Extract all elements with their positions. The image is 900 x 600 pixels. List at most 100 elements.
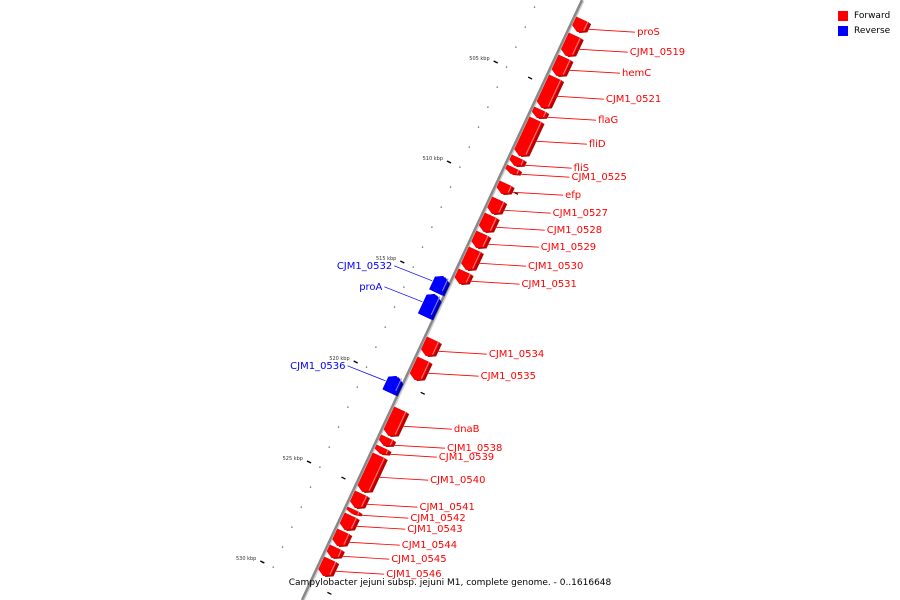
gene-label-leader [587, 28, 636, 33]
gene-arrow[interactable] [551, 54, 572, 77]
gene-label-leader [534, 140, 587, 145]
gene-layer [318, 16, 592, 578]
gene-label-leader [502, 209, 551, 214]
gene-highlight [395, 378, 402, 392]
gene-label[interactable]: flaG [598, 115, 618, 126]
gene-label-leader [436, 350, 487, 355]
gene-highlight [507, 185, 512, 193]
gene-label-leader [469, 280, 520, 285]
gene-label-leader [378, 476, 429, 481]
gene-label[interactable]: CJM1_0538 [447, 443, 502, 454]
gene-label[interactable]: CJM1_0521 [606, 94, 661, 105]
gene-arrow[interactable] [383, 406, 408, 437]
minor-tick [272, 566, 274, 568]
gene-arrow[interactable] [509, 154, 525, 167]
gene-label[interactable]: CJM1_0536 [290, 361, 345, 372]
gene-label[interactable]: CJM1_0546 [386, 569, 441, 580]
minor-tick [300, 506, 302, 508]
gene-highlight [343, 533, 350, 545]
gene-highlight [572, 37, 581, 55]
gene-label-leader [347, 365, 386, 382]
kbp-tick-label: 530 kbp [236, 556, 256, 562]
gene-label[interactable]: CJM1_0531 [522, 279, 577, 290]
gene-label[interactable]: dnaB [454, 424, 480, 435]
gene-label[interactable]: CJM1_0539 [439, 452, 494, 463]
gene-label[interactable]: CJM1_0528 [547, 225, 602, 236]
gene-arrow[interactable] [409, 356, 431, 381]
gene-arrow[interactable] [536, 74, 563, 109]
minor-tick [515, 46, 517, 48]
major-tick-mark [420, 391, 426, 395]
minor-tick [440, 206, 442, 208]
gene-label[interactable]: CJM1_0527 [553, 208, 608, 219]
gene-highlight [432, 341, 439, 355]
gene-arrow[interactable] [346, 506, 361, 516]
gene-label-leader [392, 444, 446, 449]
gene-arrow[interactable] [531, 106, 548, 119]
gene-label[interactable]: fliD [589, 139, 606, 150]
minor-tick [356, 386, 358, 388]
major-tick [260, 560, 265, 564]
gene-arrow[interactable] [374, 444, 390, 455]
gene-label[interactable]: CJM1_0541 [419, 502, 474, 513]
gene-label[interactable]: proA [359, 282, 382, 293]
gene-label[interactable]: efp [565, 190, 581, 201]
kbp-tick-label: 510 kbp [423, 156, 443, 162]
gene-label-leader [577, 48, 628, 53]
gene-label[interactable]: CJM1_0530 [528, 261, 583, 272]
forward-swatch [838, 10, 848, 21]
gene-label[interactable]: hemC [622, 68, 651, 79]
minor-tick [459, 166, 461, 168]
gene-arrow[interactable] [560, 32, 582, 57]
gene-label-leader [486, 243, 539, 248]
gene-label[interactable]: CJM1_0519 [630, 47, 685, 58]
gene-label[interactable]: CJM1_0535 [481, 371, 536, 382]
minor-tick [496, 86, 498, 88]
gene-label[interactable]: CJM1_0544 [402, 540, 457, 551]
gene-label[interactable]: CJM1_0532 [337, 261, 392, 272]
gene-highlight [472, 251, 481, 269]
gene-highlight [482, 235, 489, 247]
gene-highlight [430, 296, 441, 316]
tick-layer: 505 kbp 510 kbp 515 kbp 520 kbp 525 kbp 530 k… [236, 6, 536, 595]
gene-label[interactable]: fliS [574, 163, 589, 174]
gene-arrow[interactable] [378, 434, 395, 447]
legend-item-reverse: Reverse [838, 23, 890, 38]
gene-label[interactable]: CJM1_0534 [489, 349, 544, 360]
gene-highlight [525, 121, 542, 155]
gene-highlight [368, 457, 385, 491]
gene-label-leader [426, 372, 479, 377]
gene-arrow[interactable] [357, 452, 386, 493]
kbp-tick-label: 525 kbp [283, 456, 303, 462]
minor-tick [403, 286, 405, 288]
gene-arrow[interactable] [478, 212, 498, 233]
gene-arrow[interactable] [318, 556, 338, 577]
gene-arrow[interactable] [420, 336, 441, 357]
minor-tick [281, 546, 284, 548]
gene-label[interactable]: CJM1_0540 [430, 475, 485, 486]
minor-tick [449, 186, 452, 188]
major-tick [353, 360, 359, 364]
gene-label-leader [511, 191, 564, 196]
minor-tick [384, 326, 386, 328]
minor-tick [412, 266, 414, 268]
gene-label[interactable]: CJM1_0542 [410, 513, 465, 524]
kbp-tick-label: 520 kbp [329, 356, 349, 362]
gene-label-leader [384, 286, 423, 303]
gene-arrow[interactable] [505, 164, 521, 175]
gene-arrow[interactable] [514, 116, 543, 157]
gene-label[interactable]: CJM1_0525 [571, 172, 626, 183]
gene-label[interactable]: proS [637, 27, 660, 38]
gene-arrow[interactable] [461, 246, 483, 271]
gene-label[interactable]: CJM1_0545 [391, 554, 446, 565]
gene-highlight [350, 517, 357, 529]
gene-highlight [385, 449, 389, 454]
gene-label-leader [334, 570, 385, 575]
gene-label[interactable]: CJM1_0543 [407, 524, 462, 535]
gene-label[interactable]: CJM1_0529 [541, 242, 596, 253]
minor-tick [393, 306, 396, 308]
minor-tick [421, 246, 424, 248]
gene-highlight [562, 59, 571, 75]
gene-label-leader [567, 69, 621, 74]
